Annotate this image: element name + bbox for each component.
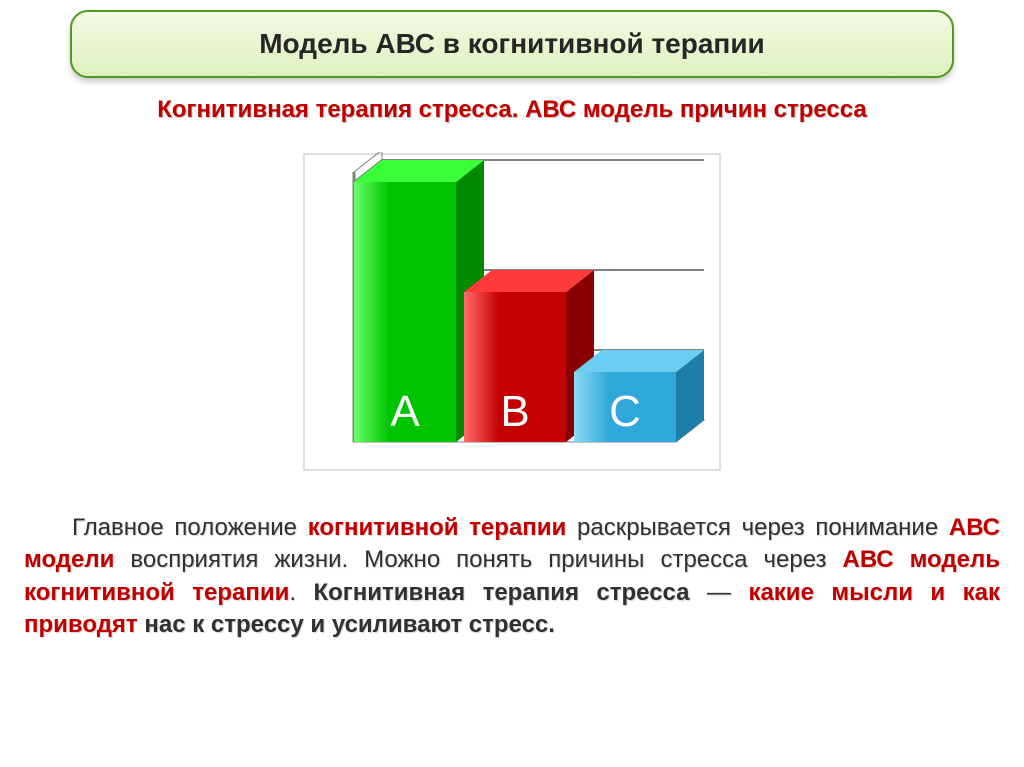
highlight-text: когнитивной терапии: [308, 514, 567, 541]
subtitle-text: Когнитивная терапия стресса. АВС модель …: [157, 96, 867, 123]
svg-text:A: A: [390, 387, 420, 436]
svg-text:B: B: [500, 387, 529, 436]
plain-text: раскрывается через понимание: [566, 514, 949, 541]
title-bar: Модель АВС в когнитивной терапии: [70, 10, 954, 78]
bar-chart-3d: A B C: [302, 152, 722, 472]
chart-svg: A B C: [302, 152, 722, 472]
bold-text: усиливают стресс.: [332, 611, 555, 638]
slide-root: Модель АВС в когнитивной терапии Когнити…: [0, 0, 1024, 767]
plain-text: —: [690, 579, 749, 606]
subtitle: Когнитивная терапия стресса. АВС модель …: [20, 96, 1004, 124]
plain-text: .: [289, 579, 313, 606]
title-text: Модель АВС в когнитивной терапии: [259, 28, 765, 59]
body-paragraph: Главное положение когнитивной терапии ра…: [20, 512, 1004, 642]
bold-text: Когнитивная терапия стресса: [313, 579, 689, 606]
svg-text:C: C: [609, 387, 641, 436]
plain-text: восприятия жизни. Можно понять причины с…: [114, 546, 842, 573]
bold-text: нас к стрессу и: [138, 611, 332, 638]
plain-text: Главное положение: [72, 514, 308, 541]
